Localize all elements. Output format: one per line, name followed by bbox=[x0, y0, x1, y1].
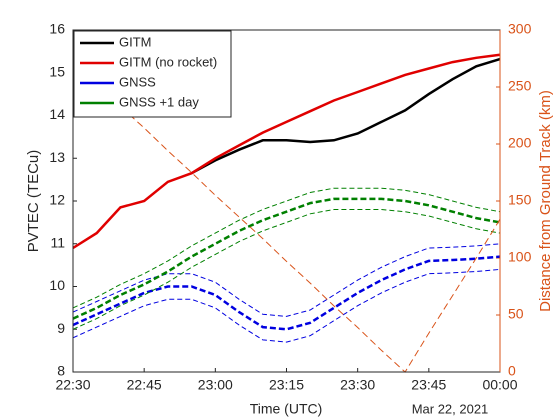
series-line bbox=[72, 53, 501, 250]
band-line bbox=[72, 268, 501, 343]
series-line bbox=[191, 57, 501, 175]
x-tick-label: 00:00 bbox=[482, 377, 517, 393]
y-tick-label: 11 bbox=[50, 234, 65, 250]
legend-label: GITM (no rocket) bbox=[119, 54, 217, 69]
y-tick-label: 12 bbox=[49, 192, 65, 208]
series-line bbox=[72, 61, 501, 373]
x-axis-label: Time (UTC) bbox=[250, 401, 323, 417]
x-tick-label: 22:30 bbox=[55, 377, 90, 393]
y2-axis-label: Distance from Ground Track (km) bbox=[537, 90, 554, 312]
legend-label: GITM bbox=[119, 34, 152, 49]
y-tick-label: 10 bbox=[49, 277, 65, 293]
x-tick-label: 22:45 bbox=[127, 377, 162, 393]
y2-tick-label: 100 bbox=[508, 249, 532, 265]
x-tick-label: 23:15 bbox=[269, 377, 304, 393]
y2-tick-label: 50 bbox=[508, 306, 524, 322]
x-tick-label: 23:00 bbox=[198, 377, 233, 393]
y2-tick-label: 300 bbox=[508, 21, 532, 37]
y-axis-label: PVTEC (TECu) bbox=[25, 150, 42, 253]
x-sublabel: Mar 22, 2021 bbox=[412, 401, 489, 416]
y2-tick-label: 250 bbox=[508, 78, 532, 94]
y2-tick-label: 0 bbox=[508, 363, 516, 379]
legend-label: GNSS +1 day bbox=[119, 94, 199, 109]
series-line bbox=[72, 197, 501, 320]
y-tick-label: 8 bbox=[57, 363, 65, 379]
series-line bbox=[72, 255, 501, 331]
y2-tick-label: 150 bbox=[508, 192, 532, 208]
y-tick-label: 9 bbox=[57, 320, 65, 336]
y-tick-label: 16 bbox=[49, 21, 65, 37]
y2-tick-label: 200 bbox=[508, 135, 532, 151]
y-tick-label: 13 bbox=[49, 149, 65, 165]
y-tick-label: 14 bbox=[49, 106, 65, 122]
legend-label: GNSS bbox=[119, 74, 156, 89]
x-tick-label: 23:30 bbox=[340, 377, 375, 393]
band-line bbox=[72, 243, 501, 317]
y-tick-label: 15 bbox=[49, 63, 65, 79]
x-tick-label: 23:45 bbox=[411, 377, 446, 393]
